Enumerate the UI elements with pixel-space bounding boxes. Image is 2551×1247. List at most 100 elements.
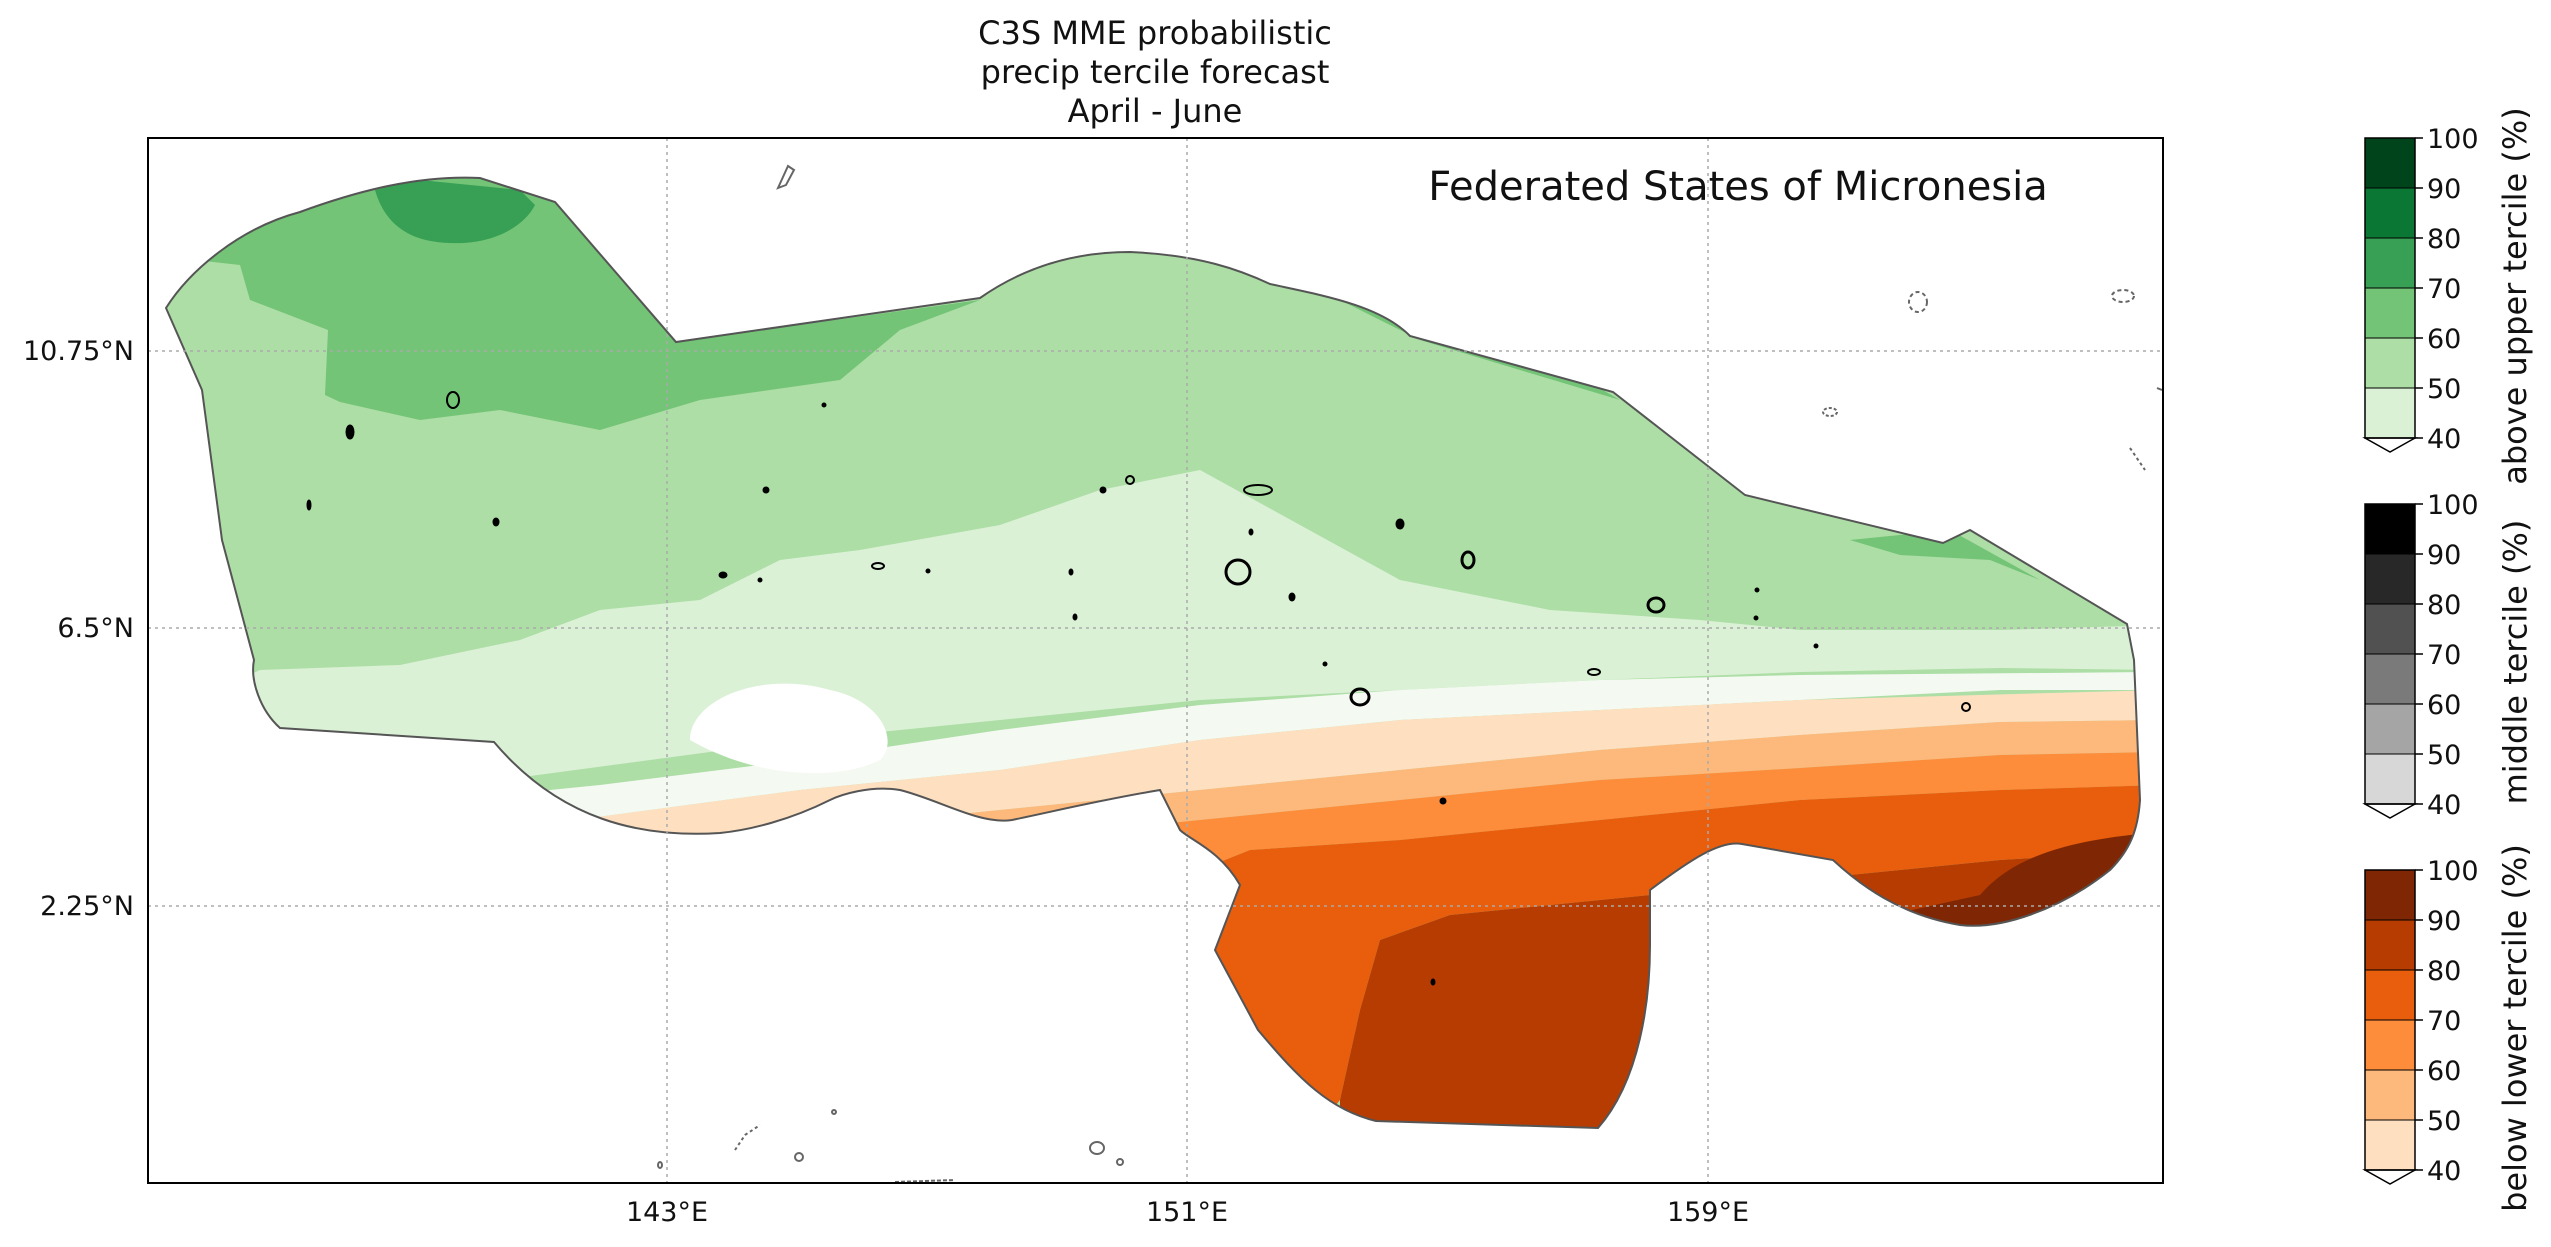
colorbar-segment bbox=[2364, 919, 2416, 971]
island bbox=[1587, 668, 1601, 676]
band-below-80-90-south bbox=[1340, 895, 1660, 1128]
island bbox=[1224, 558, 1252, 586]
island-outer bbox=[1822, 407, 1838, 417]
island bbox=[1460, 550, 1476, 570]
island bbox=[757, 577, 763, 583]
colorbar-tick-label: 80 bbox=[2427, 956, 2461, 987]
island-outer bbox=[1116, 1158, 1124, 1166]
colorbar-segment bbox=[2364, 1019, 2416, 1071]
island bbox=[1099, 486, 1107, 494]
y-tick-label: 2.25°N bbox=[40, 891, 134, 922]
island bbox=[1430, 978, 1436, 986]
island bbox=[1754, 587, 1760, 593]
colorbar-tick-label: 100 bbox=[2427, 124, 2479, 155]
colorbar-tick-label: 50 bbox=[2427, 1106, 2461, 1137]
island bbox=[871, 562, 885, 570]
island bbox=[1646, 596, 1666, 614]
colorbar-segment bbox=[2364, 337, 2416, 389]
island bbox=[1961, 702, 1971, 712]
island-outer bbox=[831, 1109, 837, 1115]
y-tick-label: 10.75°N bbox=[23, 336, 134, 367]
island bbox=[1439, 797, 1447, 805]
colorbar-tick-label: 80 bbox=[2427, 590, 2461, 621]
colorbar-tick-label: 90 bbox=[2427, 174, 2461, 205]
colorbars: 100 90 80 70 60 50 40 100 90 80 70 60 50 40 100 90 80 70 6… bbox=[2362, 124, 2479, 1187]
island bbox=[1243, 484, 1273, 496]
colorbar-tick-label: 40 bbox=[2427, 1156, 2461, 1187]
island-outer bbox=[734, 1124, 761, 1151]
island-outer bbox=[2156, 387, 2163, 391]
x-tick-label: 143°E bbox=[626, 1197, 708, 1228]
colorbar-extend-arrow bbox=[2362, 1169, 2418, 1185]
band-neutral bbox=[166, 672, 2140, 900]
colorbar-tick-label: 70 bbox=[2427, 1006, 2461, 1037]
island-outer bbox=[894, 1179, 956, 1183]
colorbar-segment bbox=[2364, 187, 2416, 239]
colorbar-above-label: above upper tercile (%) bbox=[2495, 107, 2534, 485]
island-outer bbox=[657, 1161, 663, 1169]
colorbar-segment bbox=[2364, 237, 2416, 289]
colorbar-tick-label: 80 bbox=[2427, 224, 2461, 255]
title-line-2: precip tercile forecast bbox=[980, 53, 1330, 91]
island bbox=[306, 499, 312, 511]
colorbar-segment bbox=[2364, 653, 2416, 705]
band-above-60-70-east bbox=[1850, 530, 2040, 580]
island bbox=[925, 568, 931, 574]
colorbar-segment bbox=[2364, 387, 2416, 439]
island-outer bbox=[776, 164, 796, 190]
colorbar-tick-label: 90 bbox=[2427, 540, 2461, 571]
colorbar-tick-label: 100 bbox=[2427, 490, 2479, 521]
colorbar-tick-label: 50 bbox=[2427, 740, 2461, 771]
figure-title: C3S MME probabilistic precip tercile for… bbox=[800, 14, 1510, 131]
island-outer bbox=[2111, 289, 2135, 303]
map-border bbox=[147, 137, 2164, 1184]
island bbox=[1813, 643, 1819, 649]
band-above-40-50 bbox=[166, 470, 2140, 820]
title-line-1: C3S MME probabilistic bbox=[978, 14, 1332, 52]
x-tick-label: 151°E bbox=[1146, 1197, 1228, 1228]
colorbar-tick-label: 70 bbox=[2427, 274, 2461, 305]
axis-labels: 143°E 151°E 159°E 10.75°N 6.5°N 2.25°N bbox=[23, 336, 1749, 1228]
colorbar-segment bbox=[2364, 1119, 2416, 1171]
title-line-3: April - June bbox=[1067, 92, 1243, 130]
band-below-70-80 bbox=[1150, 785, 2140, 1128]
island bbox=[1068, 568, 1074, 576]
colorbar-tick-label: 70 bbox=[2427, 640, 2461, 671]
colorbar-segment bbox=[2364, 753, 2416, 805]
island-outer bbox=[1908, 291, 1928, 313]
colorbar-segment bbox=[2364, 1069, 2416, 1121]
colorbar-middle-label: middle tercile (%) bbox=[2495, 519, 2534, 805]
y-tick-label: 6.5°N bbox=[57, 613, 134, 644]
island bbox=[1248, 528, 1254, 536]
island bbox=[345, 424, 355, 440]
band-above-70-80 bbox=[375, 180, 535, 244]
island-outer bbox=[1089, 1141, 1105, 1155]
colorbar-extend-arrow bbox=[2362, 437, 2418, 453]
island bbox=[1288, 592, 1296, 602]
region-name-label: Federated States of Micronesia bbox=[1428, 164, 2048, 210]
colorbar-extend-arrow bbox=[2362, 803, 2418, 819]
island bbox=[762, 486, 770, 494]
gridlines bbox=[148, 138, 2163, 1183]
colorbar-tick-label: 40 bbox=[2427, 790, 2461, 821]
island bbox=[1322, 661, 1328, 667]
outer-islands bbox=[657, 164, 2163, 1183]
neutral-blank-patch bbox=[690, 683, 888, 774]
colorbar-tick-label: 100 bbox=[2427, 856, 2479, 887]
island bbox=[492, 517, 500, 527]
colorbar-segment bbox=[2364, 137, 2416, 189]
island-outer bbox=[2129, 447, 2146, 471]
x-tick-label: 159°E bbox=[1667, 1197, 1749, 1228]
island bbox=[1072, 613, 1078, 621]
island bbox=[821, 402, 827, 408]
colorbar-tick-label: 60 bbox=[2427, 324, 2461, 355]
colorbar-segment bbox=[2364, 969, 2416, 1021]
colorbar-tick-label: 40 bbox=[2427, 424, 2461, 455]
colorbar-segment bbox=[2364, 287, 2416, 339]
colorbar-tick-label: 60 bbox=[2427, 1056, 2461, 1087]
colorbar-segment bbox=[2364, 603, 2416, 655]
island bbox=[446, 391, 460, 409]
eez-boundary bbox=[164, 176, 2142, 1130]
